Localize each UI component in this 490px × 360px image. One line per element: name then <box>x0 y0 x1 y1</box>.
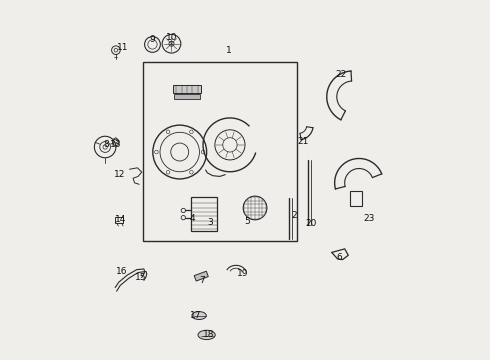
Ellipse shape <box>198 330 215 339</box>
Ellipse shape <box>192 312 206 319</box>
Text: 19: 19 <box>237 269 248 278</box>
Text: 22: 22 <box>336 71 347 80</box>
Text: 3: 3 <box>207 218 213 227</box>
Text: 9: 9 <box>149 35 155 44</box>
Bar <box>143 62 297 241</box>
Text: 23: 23 <box>364 214 375 223</box>
Text: 7: 7 <box>199 276 205 285</box>
Text: 20: 20 <box>305 219 317 228</box>
Text: 11: 11 <box>117 43 129 52</box>
Text: 2: 2 <box>292 211 297 220</box>
Text: 1: 1 <box>226 46 232 55</box>
Text: 5: 5 <box>245 217 250 226</box>
Bar <box>191 197 217 231</box>
Bar <box>350 191 362 206</box>
Text: 17: 17 <box>190 311 201 320</box>
Text: 18: 18 <box>203 330 214 339</box>
Text: 13: 13 <box>110 140 122 149</box>
Bar <box>115 217 123 223</box>
Bar <box>174 94 200 99</box>
Text: 21: 21 <box>298 137 309 146</box>
Bar <box>172 85 201 93</box>
Text: 10: 10 <box>167 33 178 42</box>
Text: 8: 8 <box>103 140 109 149</box>
Polygon shape <box>194 271 208 281</box>
Text: 15: 15 <box>135 273 147 282</box>
Text: 4: 4 <box>189 214 195 223</box>
Text: 12: 12 <box>114 170 125 179</box>
Text: 16: 16 <box>116 267 128 276</box>
Text: 14: 14 <box>115 215 126 224</box>
Text: 6: 6 <box>337 253 342 262</box>
